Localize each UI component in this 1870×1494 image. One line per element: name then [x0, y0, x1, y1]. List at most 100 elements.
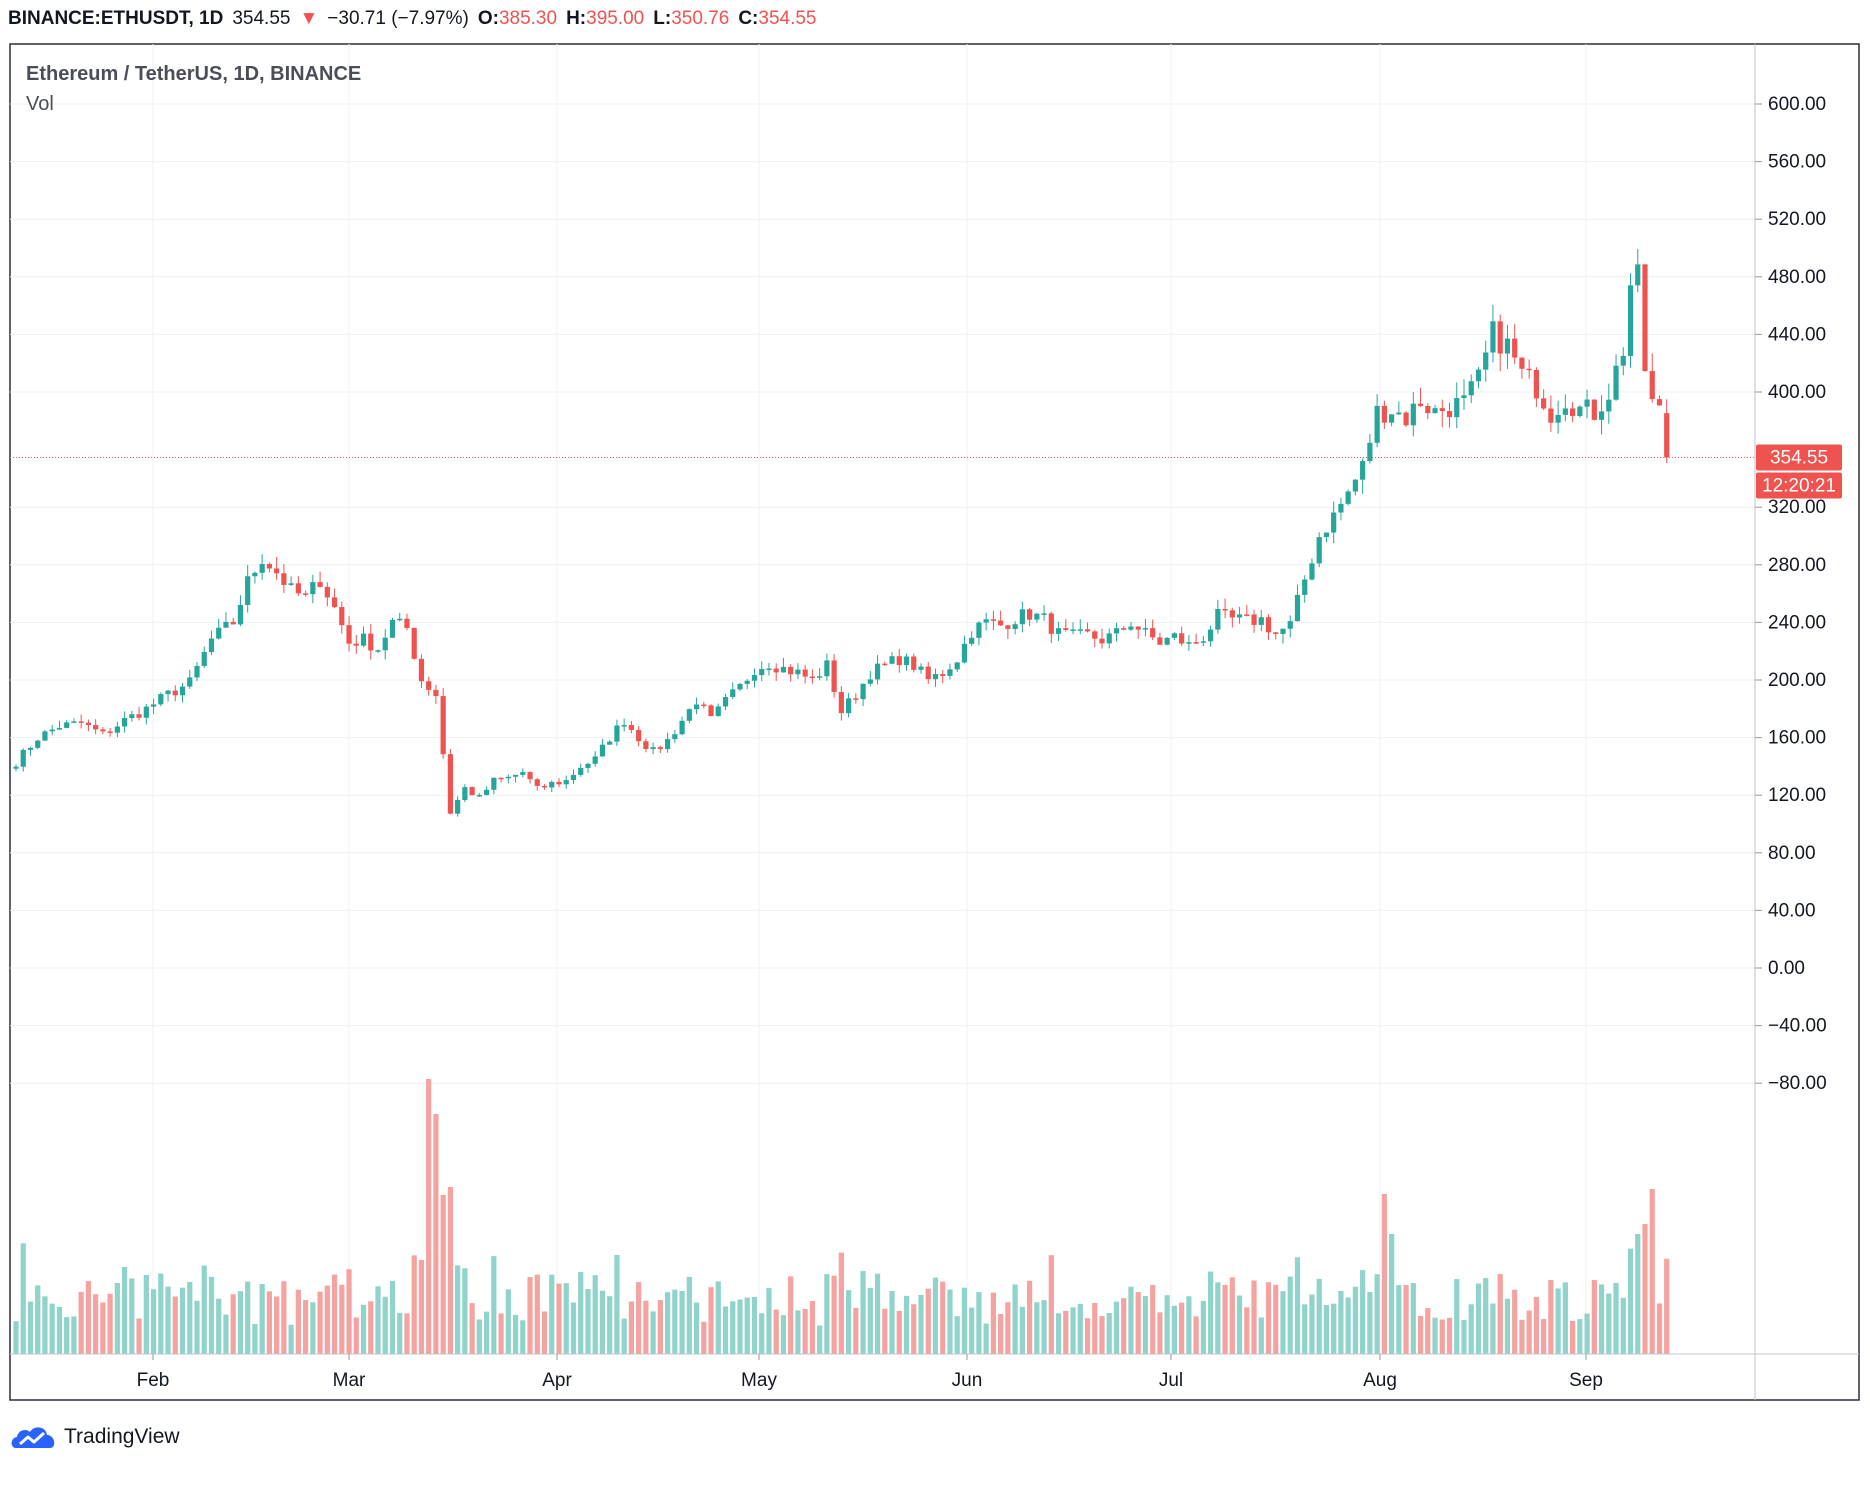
open-value: 385.30 [498, 8, 558, 29]
volume-bar [846, 1290, 852, 1354]
volume-bar [433, 1114, 439, 1354]
candle-body [665, 739, 671, 750]
x-tick-label: Mar [333, 1370, 366, 1391]
volume-bar [1570, 1320, 1576, 1354]
volume-bar [1403, 1284, 1409, 1354]
volume-bar [498, 1313, 504, 1354]
volume-bar [78, 1291, 84, 1354]
volume-bar [976, 1292, 982, 1354]
volume-bar [1070, 1307, 1076, 1354]
time-axis[interactable]: Feb Mar Apr May Jun Jul Aug Sep [137, 1354, 1603, 1391]
candle-body [1236, 614, 1243, 618]
volume-bar [1099, 1316, 1105, 1354]
y-tick-label: 40.00 [1768, 900, 1816, 921]
volume-bar [259, 1284, 265, 1354]
volume-bar [679, 1290, 685, 1354]
candle-body [78, 721, 84, 723]
candle-body [1244, 614, 1250, 616]
legend-title[interactable]: Ethereum / TetherUS, 1D, BINANCE [26, 63, 361, 85]
volume-bar [614, 1255, 620, 1354]
volume-bar [1519, 1319, 1525, 1354]
countdown-badge: 12:20:21 [1756, 472, 1842, 499]
legend-volume[interactable]: Vol [26, 93, 54, 115]
candle-body [484, 789, 490, 795]
candle-body [1642, 264, 1648, 372]
volume-bar [838, 1252, 844, 1354]
volume-bar [317, 1291, 323, 1354]
candle-body [107, 731, 113, 733]
volume-bar [932, 1277, 939, 1354]
candle-body [172, 690, 178, 696]
volume-bar [382, 1296, 388, 1354]
y-tick-label: −40.00 [1768, 1016, 1827, 1037]
volume-bar [1432, 1317, 1438, 1354]
candle-body [1497, 321, 1503, 354]
y-tick-label: 160.00 [1768, 728, 1826, 749]
candle-body [462, 787, 468, 801]
volume-bar [751, 1296, 758, 1354]
candle-body [715, 706, 721, 717]
candle-body [13, 766, 19, 769]
volume-bar [1121, 1298, 1127, 1354]
volume-bar [42, 1296, 48, 1354]
candle-body [1512, 338, 1518, 358]
volume-bar [27, 1301, 34, 1354]
candle-body [1548, 408, 1554, 423]
volume-bar [947, 1289, 953, 1354]
volume-bar [650, 1311, 656, 1354]
candle-body [1251, 614, 1257, 625]
volume-bar [404, 1313, 410, 1354]
candle-body [1019, 609, 1025, 625]
symbol-name[interactable]: BINANCE:ETHUSDT, 1D [8, 8, 224, 29]
candle-body [1092, 631, 1098, 639]
volume-bar [831, 1275, 837, 1354]
volume-bar [360, 1304, 367, 1354]
candle-body [1439, 408, 1445, 412]
candle-body [339, 607, 345, 626]
candle-body [744, 680, 750, 684]
candle-body [447, 754, 453, 814]
candle-body [498, 777, 504, 780]
candle-body [563, 780, 569, 785]
volume-bar [759, 1313, 765, 1354]
volume-bar [1620, 1297, 1626, 1354]
volume-bar [1642, 1224, 1648, 1354]
candle-body [903, 656, 910, 666]
volume-bar [853, 1307, 859, 1354]
volume-bar [1200, 1300, 1206, 1354]
candle-body [990, 619, 996, 621]
candle-body [129, 714, 135, 719]
volume-bar [346, 1269, 352, 1354]
volume-bar [1077, 1303, 1083, 1354]
candle-body [1483, 352, 1489, 370]
volume-bar [563, 1283, 569, 1354]
volume-bar [918, 1294, 924, 1354]
volume-bar [809, 1301, 815, 1354]
volume-bar [686, 1276, 692, 1354]
tradingview-logo[interactable]: TradingView [10, 1422, 180, 1452]
candle-body [397, 618, 403, 621]
high-value: 395.00 [586, 8, 645, 29]
candle-body [1048, 613, 1054, 634]
price-axis[interactable]: 600.00 560.00 520.00 480.00 440.00 400.00 320.… [1755, 94, 1827, 1094]
candle-body [1186, 642, 1192, 644]
volume-bar [1461, 1319, 1467, 1354]
volume-bar [136, 1318, 142, 1354]
volume-bar [1352, 1286, 1358, 1354]
candle-body [324, 586, 330, 598]
candle-body [85, 722, 91, 726]
volume-bar [1577, 1319, 1583, 1354]
volume-bar [556, 1283, 562, 1354]
x-tick-label: Feb [137, 1370, 170, 1391]
candle-body [751, 675, 758, 681]
candle-body [1084, 629, 1091, 632]
volume-bar [1244, 1307, 1250, 1354]
y-tick-label: 440.00 [1768, 324, 1826, 345]
volume-bar [201, 1265, 207, 1354]
volume-bar [549, 1274, 555, 1354]
candle-body [838, 691, 844, 714]
volume-bar [701, 1321, 707, 1354]
x-tick-label: Sep [1569, 1370, 1603, 1391]
candle-body [766, 668, 772, 671]
